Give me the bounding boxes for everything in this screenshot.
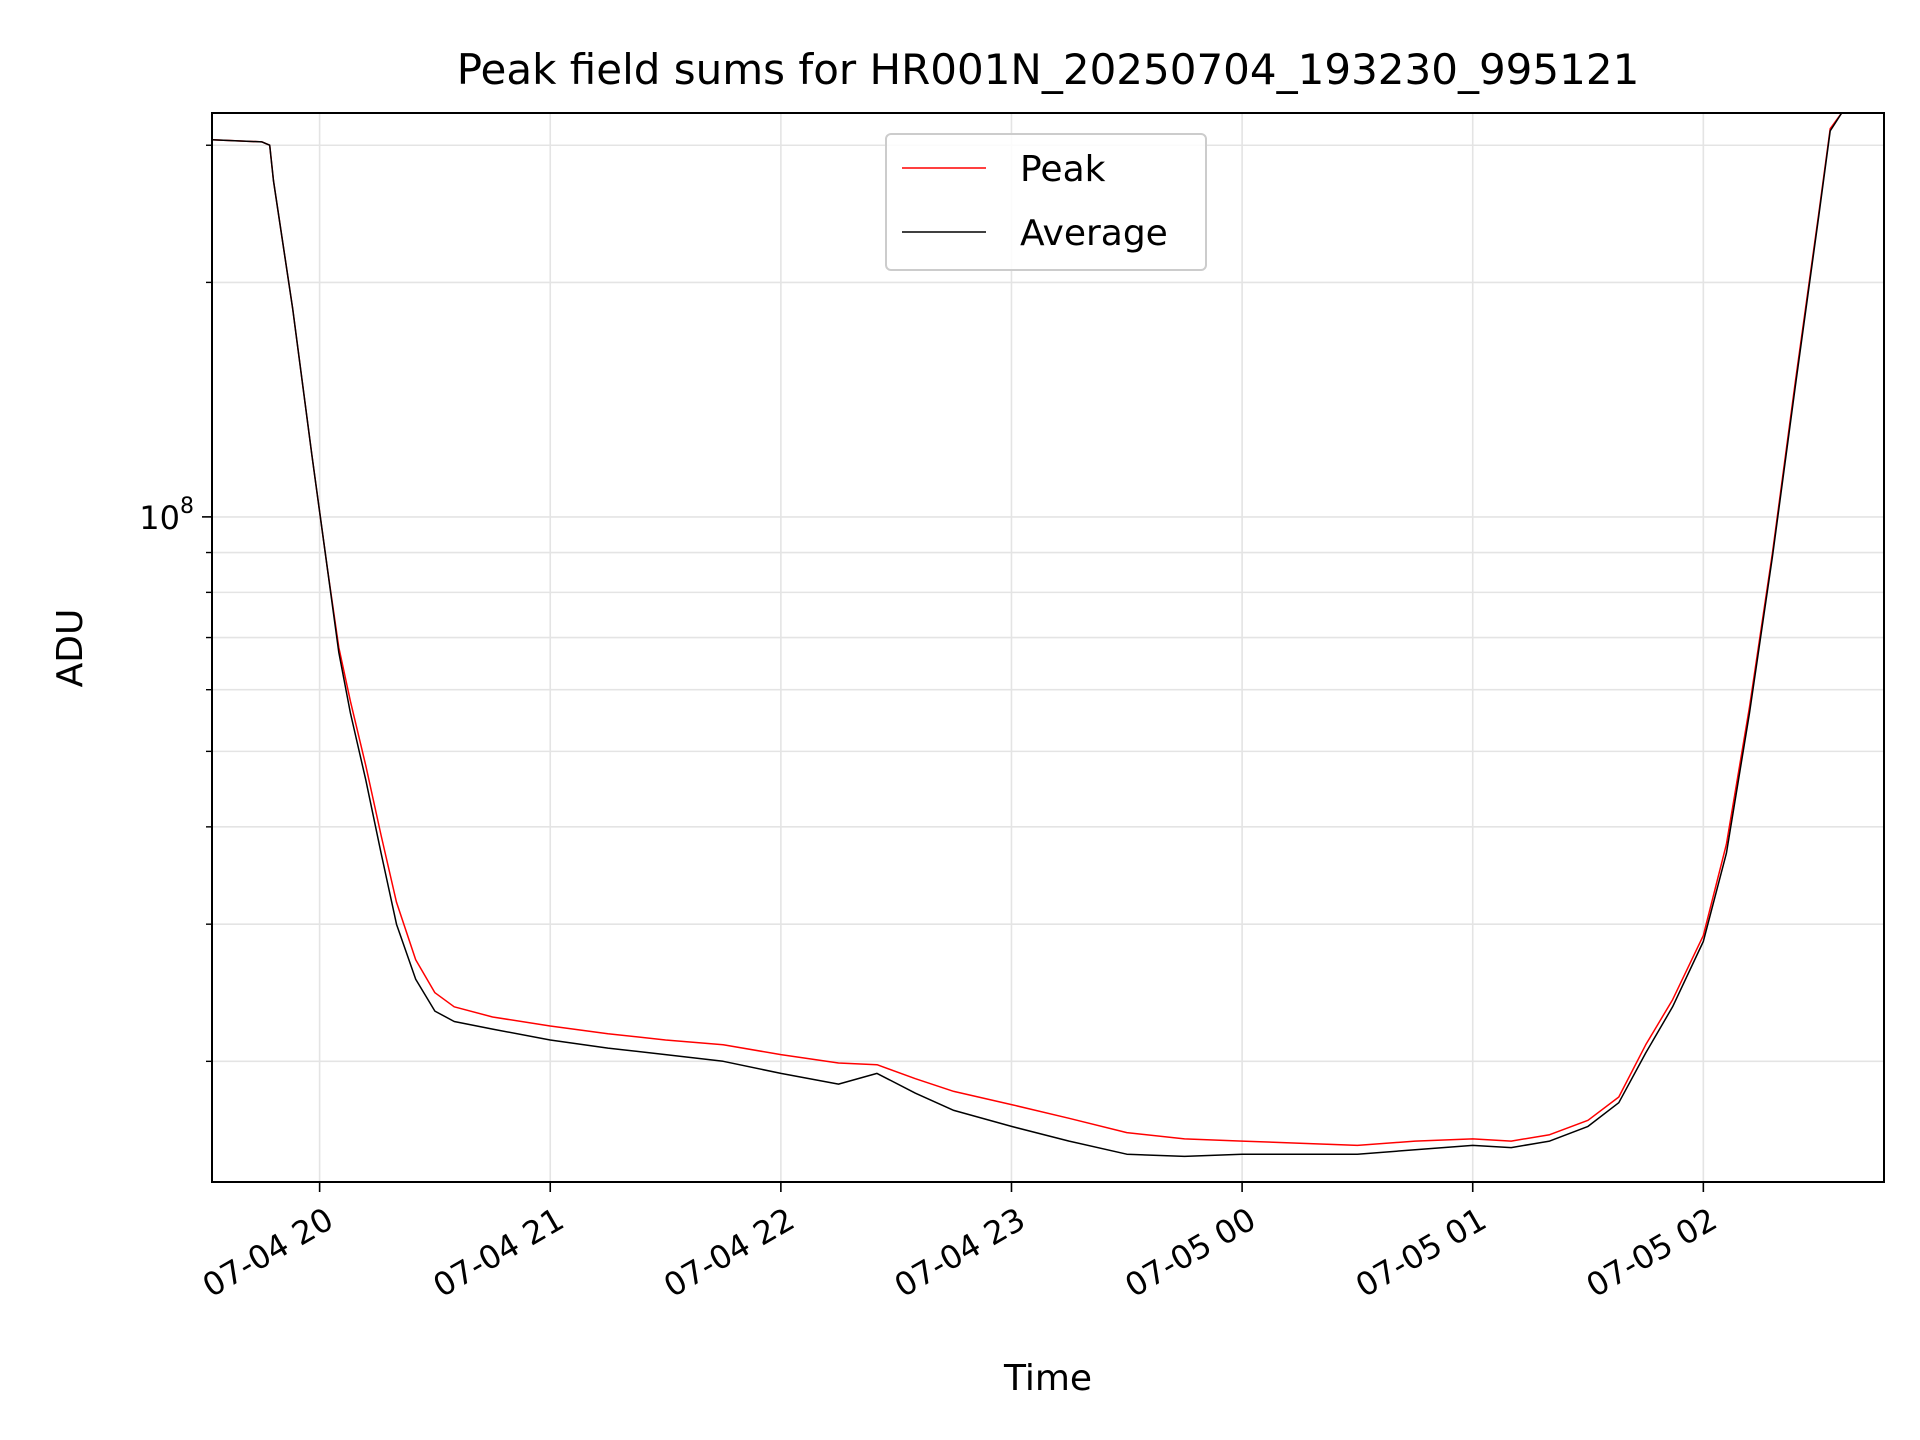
legend: Peak Average: [885, 133, 1207, 271]
legend-label-average: Average: [1020, 213, 1168, 254]
series-line-peak: [211, 112, 1843, 1147]
chart-title: Peak field sums for HR001N_20250704_1932…: [457, 45, 1640, 94]
y-tick-label: 108: [139, 494, 194, 537]
y-axis-label: ADU: [50, 609, 91, 688]
series-lines: [211, 112, 1843, 1158]
series-line-average: [211, 112, 1843, 1158]
y-axis: 108: [139, 144, 212, 1063]
x-axis-label: Time: [1003, 1358, 1092, 1399]
legend-label-peak: Peak: [1020, 149, 1106, 190]
plot-frame: [211, 112, 1885, 1183]
y-tick-label-exponent: 8: [180, 494, 194, 519]
y-tick-label-base: 10: [139, 499, 180, 537]
